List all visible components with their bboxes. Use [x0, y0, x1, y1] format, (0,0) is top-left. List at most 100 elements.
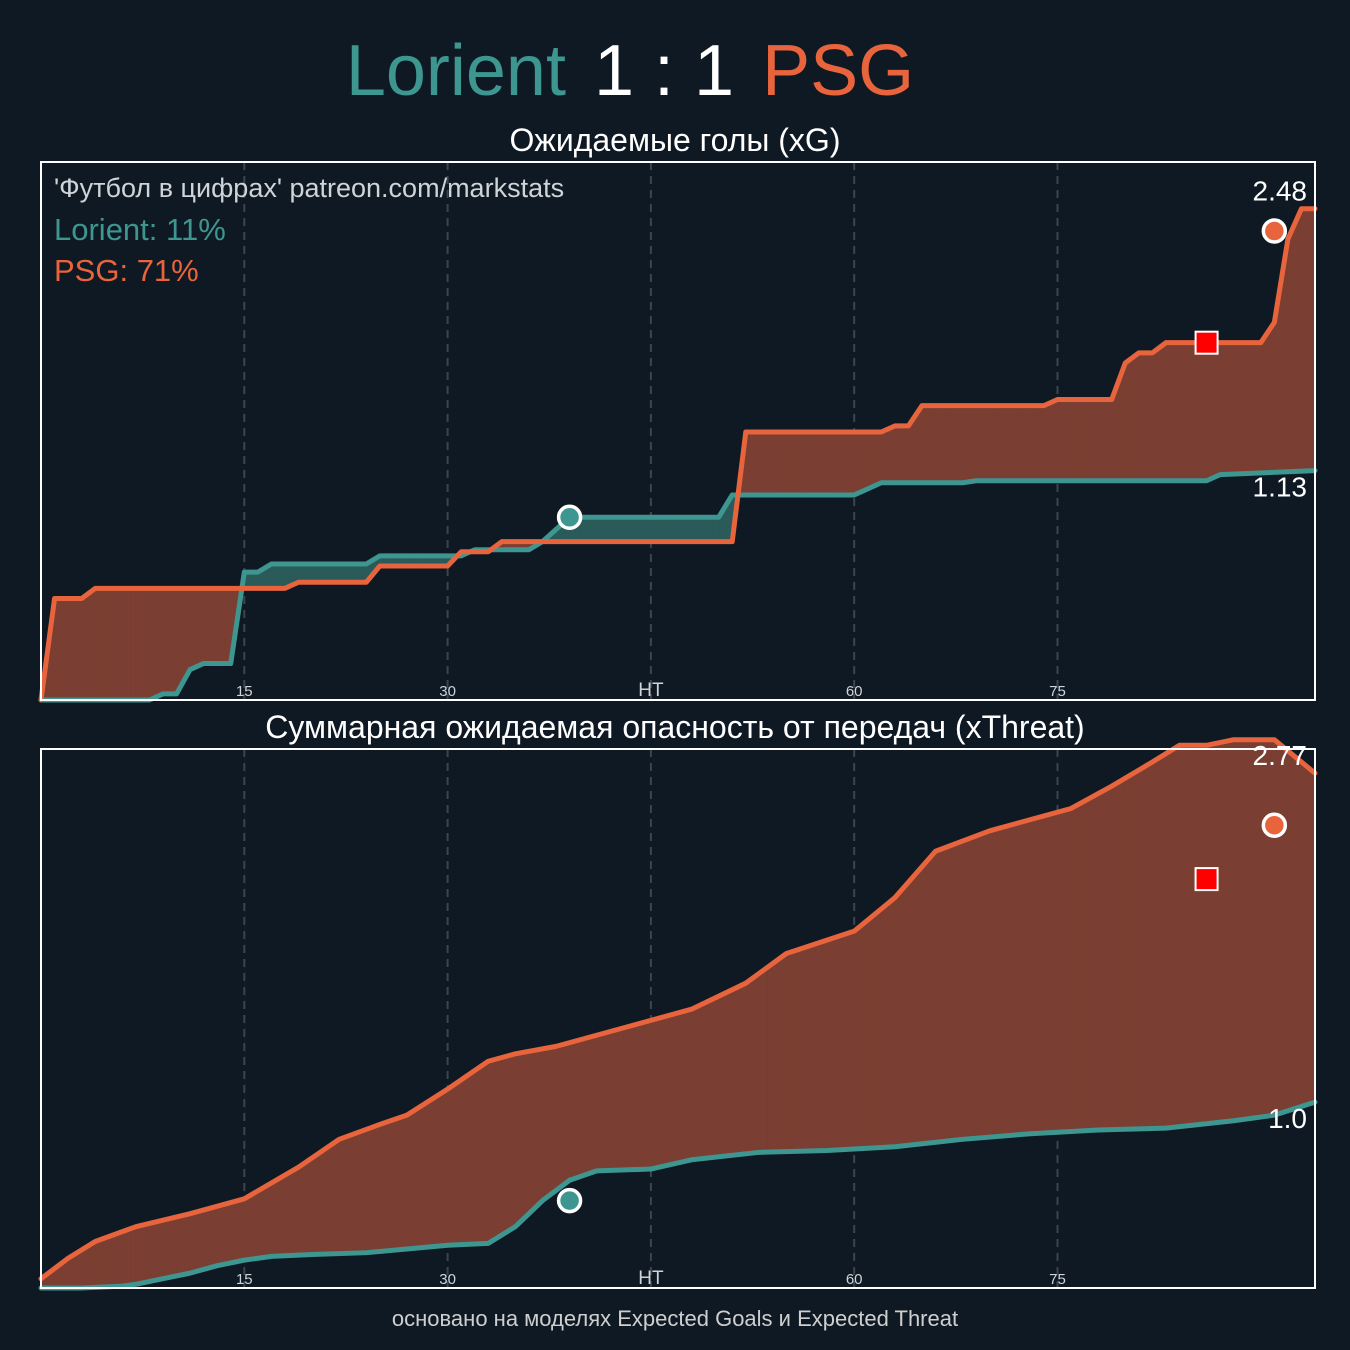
area-fill-segment [214, 1205, 218, 1267]
area-fill-segment [834, 935, 839, 1151]
area-fill-segment [615, 1028, 619, 1171]
area-fill-segment [1260, 739, 1264, 1118]
area-fill-segment [967, 837, 972, 1140]
area-fill-segment [691, 1007, 695, 1161]
psg-final-value: 2.77 [1253, 740, 1308, 771]
area-fill-segment [1219, 741, 1224, 1123]
area-fill-segment [1092, 794, 1096, 1131]
area-fill-segment [685, 1009, 690, 1162]
area-fill-segment [1179, 744, 1183, 1128]
area-fill-segment [254, 1190, 259, 1260]
area-fill-segment [203, 1208, 207, 1270]
area-fill-segment [1011, 823, 1015, 1136]
area-fill-segment [1187, 744, 1191, 1127]
area-fill-segment [300, 1162, 305, 1256]
area-fill-segment [341, 1136, 345, 1254]
area-fill-segment [83, 1245, 88, 1289]
area-fill-segment [571, 1040, 576, 1180]
area-fill-segment [1244, 739, 1248, 1120]
area-fill-segment [1241, 739, 1245, 1121]
area-fill-segment [365, 1127, 370, 1254]
area-fill-segment [466, 1073, 470, 1245]
match-score: 1 : 1 [593, 31, 735, 111]
area-fill-segment [1222, 740, 1226, 1123]
x-tick-label: 75 [1049, 1271, 1066, 1288]
area-fill-segment [867, 916, 871, 1149]
area-fill-segment [73, 1252, 77, 1289]
area-fill-segment [165, 1218, 169, 1279]
area-fill-segment [1254, 739, 1259, 1119]
area-fill-segment [395, 1117, 400, 1251]
area-fill-segment [859, 923, 863, 1150]
area-fill-segment [314, 1153, 318, 1255]
area-fill-segment [799, 947, 804, 1152]
area-fill-segment [1002, 825, 1007, 1137]
area-fill-segment [230, 1201, 234, 1264]
area-fill-segment [688, 1008, 692, 1161]
area-fill-segment [767, 964, 771, 1153]
area-fill-segment [674, 1012, 679, 1164]
x-tick-label: 30 [439, 683, 456, 700]
area-fill-segment [731, 987, 736, 1156]
area-fill-segment [449, 1084, 454, 1246]
area-fill-segment [1273, 738, 1278, 1116]
area-fill-segment [1292, 754, 1297, 1110]
area-fill-segment [777, 956, 782, 1153]
area-fill-segment [374, 1124, 378, 1253]
area-fill-segment [1046, 813, 1050, 1134]
score-title: Lorient 1 : 1 PSG [0, 28, 1260, 114]
area-fill-segment [1040, 815, 1045, 1134]
area-fill-segment [506, 1054, 511, 1233]
area-fill-segment [786, 952, 790, 1152]
area-fill-segment [956, 841, 961, 1141]
area-fill-segment [355, 1131, 359, 1254]
plot-frame [40, 161, 1316, 701]
area-fill-segment [561, 1043, 565, 1188]
area-fill-segment [937, 848, 942, 1143]
area-fill-segment [1227, 739, 1232, 1122]
area-fill-segment [327, 1144, 332, 1255]
area-fill-segment [1070, 806, 1075, 1132]
area-fill-segment [669, 1013, 673, 1166]
area-fill-segment [802, 946, 806, 1152]
area-fill-segment [810, 943, 814, 1152]
area-fill-segment [420, 1104, 424, 1249]
area-fill-segment [211, 1206, 215, 1268]
area-fill-segment [913, 871, 917, 1146]
area-fill-segment [154, 1220, 158, 1281]
area-fill-segment [566, 1042, 570, 1184]
area-fill-segment [726, 990, 730, 1157]
lorient-goal-marker [556, 1187, 583, 1214]
area-fill-segment [523, 1051, 527, 1220]
area-fill-segment [748, 978, 752, 1154]
area-fill-segment [840, 934, 844, 1151]
area-fill-segment [330, 1142, 335, 1255]
area-fill-segment [219, 1204, 224, 1266]
area-fill-segment [894, 893, 898, 1148]
area-fill-segment [1151, 759, 1156, 1129]
area-fill-segment [647, 1019, 652, 1170]
area-fill-segment [322, 1147, 327, 1255]
area-fill-segment [352, 1132, 356, 1254]
area-fill-segment [870, 914, 874, 1149]
area-fill-segment [693, 1005, 698, 1160]
home-team-name: Lorient [345, 31, 566, 111]
area-fill-segment [574, 1039, 579, 1179]
area-fill-segment [528, 1050, 533, 1215]
area-fill-segment [430, 1097, 435, 1248]
psg-series-line [38, 206, 1318, 703]
area-fill-segment [170, 1217, 175, 1278]
area-fill-segment [650, 1019, 655, 1170]
area-fill-segment [943, 846, 947, 1142]
area-fill-segment [105, 1236, 110, 1288]
area-fill-segment [1265, 739, 1270, 1117]
area-fill-segment [252, 1191, 256, 1260]
area-fill-segment [292, 1168, 297, 1256]
area-fill-segment [132, 1226, 137, 1286]
area-fill-segment [891, 896, 896, 1148]
area-fill-segment [498, 1057, 503, 1238]
area-fill-segment [994, 828, 999, 1138]
area-fill-segment [569, 1041, 573, 1181]
area-fill-segment [631, 1024, 636, 1171]
area-fill-segment [1160, 754, 1164, 1129]
